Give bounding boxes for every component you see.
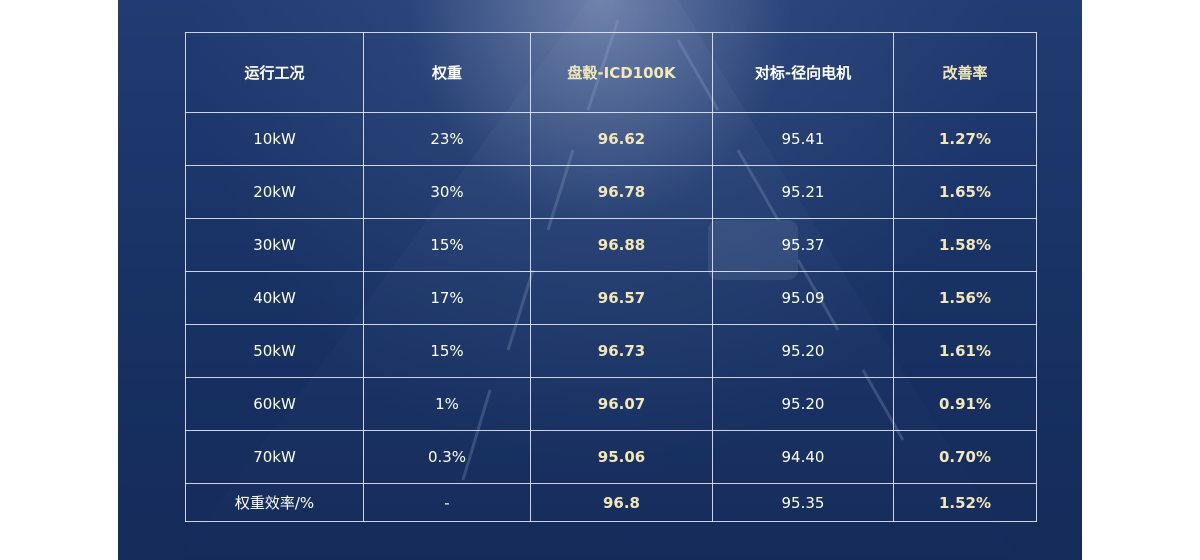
cell-disc-hub-efficiency: 95.06 [530, 430, 713, 484]
table-row: 60kW 1% 96.07 95.20 0.91% [185, 377, 1037, 431]
cell-radial-efficiency: 95.35 [712, 483, 894, 522]
cell-disc-hub-efficiency: 96.62 [530, 112, 713, 166]
cell-condition: 30kW [185, 218, 364, 272]
cell-weight: 23% [363, 112, 531, 166]
cell-disc-hub-efficiency: 96.73 [530, 324, 713, 378]
background-panel: 运行工况 权重 盘毂-ICD100K 对标-径向电机 改善率 10kW 23% … [118, 0, 1082, 560]
header-disc-hub-motor: 盘毂-ICD100K [530, 32, 713, 113]
cell-weight: - [363, 483, 531, 522]
cell-disc-hub-efficiency: 96.78 [530, 165, 713, 219]
cell-disc-hub-efficiency: 96.07 [530, 377, 713, 431]
cell-radial-efficiency: 95.21 [712, 165, 894, 219]
cell-improvement: 1.27% [893, 112, 1037, 166]
cell-condition: 70kW [185, 430, 364, 484]
table-header-row: 运行工况 权重 盘毂-ICD100K 对标-径向电机 改善率 [185, 32, 1037, 113]
cell-disc-hub-efficiency: 96.8 [530, 483, 713, 522]
cell-radial-efficiency: 95.41 [712, 112, 894, 166]
cell-radial-efficiency: 95.37 [712, 218, 894, 272]
cell-radial-efficiency: 94.40 [712, 430, 894, 484]
cell-weight: 30% [363, 165, 531, 219]
header-weight: 权重 [363, 32, 531, 113]
cell-condition: 50kW [185, 324, 364, 378]
cell-improvement: 1.52% [893, 483, 1037, 522]
cell-improvement: 1.58% [893, 218, 1037, 272]
header-improvement-rate: 改善率 [893, 32, 1037, 113]
cell-improvement: 0.91% [893, 377, 1037, 431]
cell-weight: 0.3% [363, 430, 531, 484]
table-row: 10kW 23% 96.62 95.41 1.27% [185, 112, 1037, 166]
table-summary-row: 权重效率/% - 96.8 95.35 1.52% [185, 483, 1037, 522]
cell-condition: 40kW [185, 271, 364, 325]
cell-improvement: 1.56% [893, 271, 1037, 325]
cell-condition: 20kW [185, 165, 364, 219]
cell-weight: 17% [363, 271, 531, 325]
header-operating-condition: 运行工况 [185, 32, 364, 113]
cell-condition: 60kW [185, 377, 364, 431]
cell-radial-efficiency: 95.09 [712, 271, 894, 325]
cell-weight: 1% [363, 377, 531, 431]
table-row: 50kW 15% 96.73 95.20 1.61% [185, 324, 1037, 378]
cell-disc-hub-efficiency: 96.57 [530, 271, 713, 325]
cell-improvement: 1.61% [893, 324, 1037, 378]
cell-condition: 10kW [185, 112, 364, 166]
table-row: 20kW 30% 96.78 95.21 1.65% [185, 165, 1037, 219]
table-row: 40kW 17% 96.57 95.09 1.56% [185, 271, 1037, 325]
cell-radial-efficiency: 95.20 [712, 377, 894, 431]
cell-disc-hub-efficiency: 96.88 [530, 218, 713, 272]
cell-weight: 15% [363, 324, 531, 378]
table-row: 70kW 0.3% 95.06 94.40 0.70% [185, 430, 1037, 484]
cell-radial-efficiency: 95.20 [712, 324, 894, 378]
cell-weight: 15% [363, 218, 531, 272]
cell-improvement: 1.65% [893, 165, 1037, 219]
header-radial-motor-benchmark: 对标-径向电机 [712, 32, 894, 113]
cell-improvement: 0.70% [893, 430, 1037, 484]
table-row: 30kW 15% 96.88 95.37 1.58% [185, 218, 1037, 272]
efficiency-comparison-table: 运行工况 权重 盘毂-ICD100K 对标-径向电机 改善率 10kW 23% … [185, 32, 1037, 522]
cell-condition: 权重效率/% [185, 483, 364, 522]
